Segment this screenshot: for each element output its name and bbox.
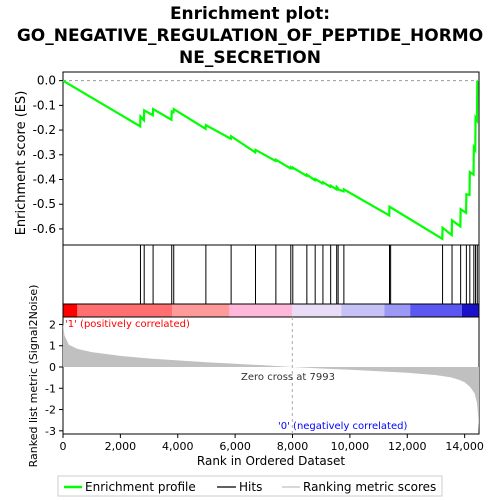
positive-correlation-label: '1' (positively correlated) bbox=[65, 319, 190, 330]
chart-title-line-3: NE_SECRETION bbox=[179, 48, 321, 68]
es-y-tick-label: -0.6 bbox=[33, 222, 56, 236]
metric-y-axis-label: Ranked list metric (Signal2Noise) bbox=[27, 285, 40, 468]
es-y-tick-label: 0.0 bbox=[37, 74, 56, 88]
legend-enrichment-label: Enrichment profile bbox=[85, 480, 196, 494]
x-tick-label: 6,000 bbox=[219, 440, 251, 453]
legend-box bbox=[57, 475, 443, 497]
metric-y-axis: 2 1 0 -1 -2 -3 bbox=[45, 318, 63, 438]
hit-markers bbox=[139, 245, 478, 304]
metric-y-tick-label: 2 bbox=[49, 318, 56, 331]
rank-heatmap-bands bbox=[63, 304, 479, 317]
es-y-tick-label: -0.1 bbox=[33, 98, 56, 112]
x-axis-label: Rank in Ordered Dataset bbox=[197, 454, 345, 468]
x-tick-label: 8,000 bbox=[277, 440, 309, 453]
metric-y-tick-label: -2 bbox=[45, 404, 56, 417]
es-panel: 0.0 -0.1 -0.2 -0.3 -0.4 -0.5 -0.6 Enrichment s… bbox=[14, 71, 480, 246]
x-tick-label: 10,000 bbox=[331, 440, 370, 453]
es-y-axis: 0.0 -0.1 -0.2 -0.3 -0.4 -0.5 -0.6 bbox=[33, 74, 479, 236]
enrichment-profile-line bbox=[62, 79, 479, 241]
metric-y-tick-label: -3 bbox=[45, 425, 56, 438]
rank-heatmap-band bbox=[341, 304, 385, 317]
x-tick-label: 14,000 bbox=[445, 440, 484, 453]
rank-heatmap-band bbox=[292, 304, 342, 317]
x-tick-label: 2,000 bbox=[105, 440, 137, 453]
es-y-axis-label: Enrichment score (ES) bbox=[14, 91, 29, 236]
hits-panel bbox=[62, 244, 480, 305]
rank-heatmap-band bbox=[77, 304, 173, 317]
es-y-tick-label: -0.2 bbox=[33, 123, 56, 137]
x-tick-label: 12,000 bbox=[388, 440, 427, 453]
metric-y-tick-label: 0 bbox=[49, 361, 56, 374]
es-y-tick-label: -0.4 bbox=[33, 173, 56, 187]
es-y-tick-label: -0.5 bbox=[33, 197, 56, 211]
chart-title-line-1: Enrichment plot: bbox=[170, 4, 330, 24]
x-axis: 0 2,000 4,000 6,000 8,000 10,000 12,000 14,000 bbox=[60, 434, 484, 453]
rank-heatmap-band bbox=[63, 304, 78, 317]
legend: Enrichment profile Hits Ranking metric s… bbox=[57, 475, 443, 497]
legend-hits-label: Hits bbox=[239, 480, 262, 494]
chart-title-line-2: GO_NEGATIVE_REGULATION_OF_PEPTIDE_HORMO bbox=[17, 26, 483, 46]
zero-cross-label: Zero cross at 7993 bbox=[241, 372, 335, 383]
metric-y-tick-label: -1 bbox=[45, 382, 56, 395]
x-tick-label: 0 bbox=[60, 440, 67, 453]
x-tick-label: 4,000 bbox=[162, 440, 194, 453]
hits-panel-frame bbox=[62, 244, 480, 305]
metric-panel-frame bbox=[62, 316, 480, 435]
rank-heatmap-band bbox=[384, 304, 411, 317]
legend-metric-label: Ranking metric scores bbox=[303, 480, 436, 494]
metric-y-tick-label: 1 bbox=[49, 340, 56, 353]
metric-panel: Zero cross at 7993 '1' (positively corre… bbox=[27, 285, 484, 468]
rank-heatmap-band bbox=[172, 304, 230, 317]
rank-heatmap-band bbox=[410, 304, 462, 317]
rank-heatmap-band bbox=[229, 304, 293, 317]
rank-heatmap bbox=[62, 303, 480, 318]
negative-correlation-label: '0' (negatively correlated) bbox=[278, 421, 407, 432]
rank-heatmap-band bbox=[461, 304, 479, 317]
es-y-tick-label: -0.3 bbox=[33, 148, 56, 162]
